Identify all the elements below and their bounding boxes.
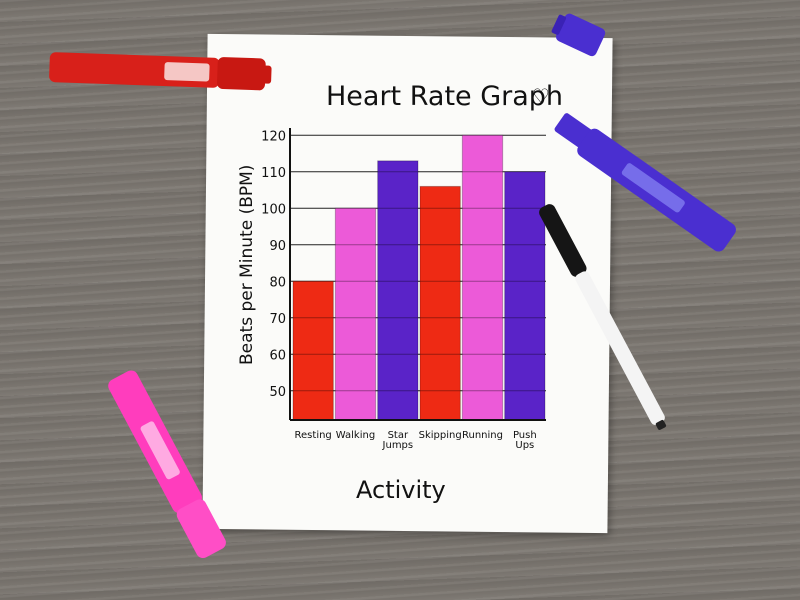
y-tick-label: 90 <box>269 239 286 254</box>
red-marker-icon <box>49 52 272 91</box>
bar <box>377 160 419 421</box>
x-tick-label: Resting <box>295 430 332 441</box>
chart-title: Heart Rate Graph <box>326 81 563 112</box>
y-tick-label: 110 <box>261 166 286 181</box>
bar <box>334 207 377 421</box>
y-tick-label: 70 <box>269 312 286 327</box>
y-tick-label: 60 <box>269 348 286 363</box>
x-tick-label: Star Jumps <box>382 430 414 451</box>
y-axis-label: Beats per Minute (BPM) <box>237 165 257 365</box>
y-tick-label: 80 <box>269 275 286 290</box>
y-tick-label: 100 <box>261 202 286 217</box>
x-tick-label: Walking <box>336 430 375 441</box>
pink-marker-icon <box>108 370 226 559</box>
purple-marker-icon <box>554 113 736 252</box>
bar <box>419 185 461 421</box>
black-pen-icon <box>539 204 667 430</box>
bar <box>504 171 546 421</box>
purple-cap-icon <box>551 13 606 57</box>
x-tick-label: Push Ups <box>513 430 537 451</box>
y-tick-label: 50 <box>269 385 286 400</box>
x-tick-label: Running <box>462 430 503 441</box>
bar <box>461 134 504 421</box>
bar <box>292 280 334 421</box>
y-tick-label: 120 <box>261 129 286 144</box>
x-tick-label: Skipping <box>419 430 462 441</box>
x-axis-label: Activity <box>356 476 446 504</box>
title-heart-icon: ♡ <box>532 84 550 108</box>
